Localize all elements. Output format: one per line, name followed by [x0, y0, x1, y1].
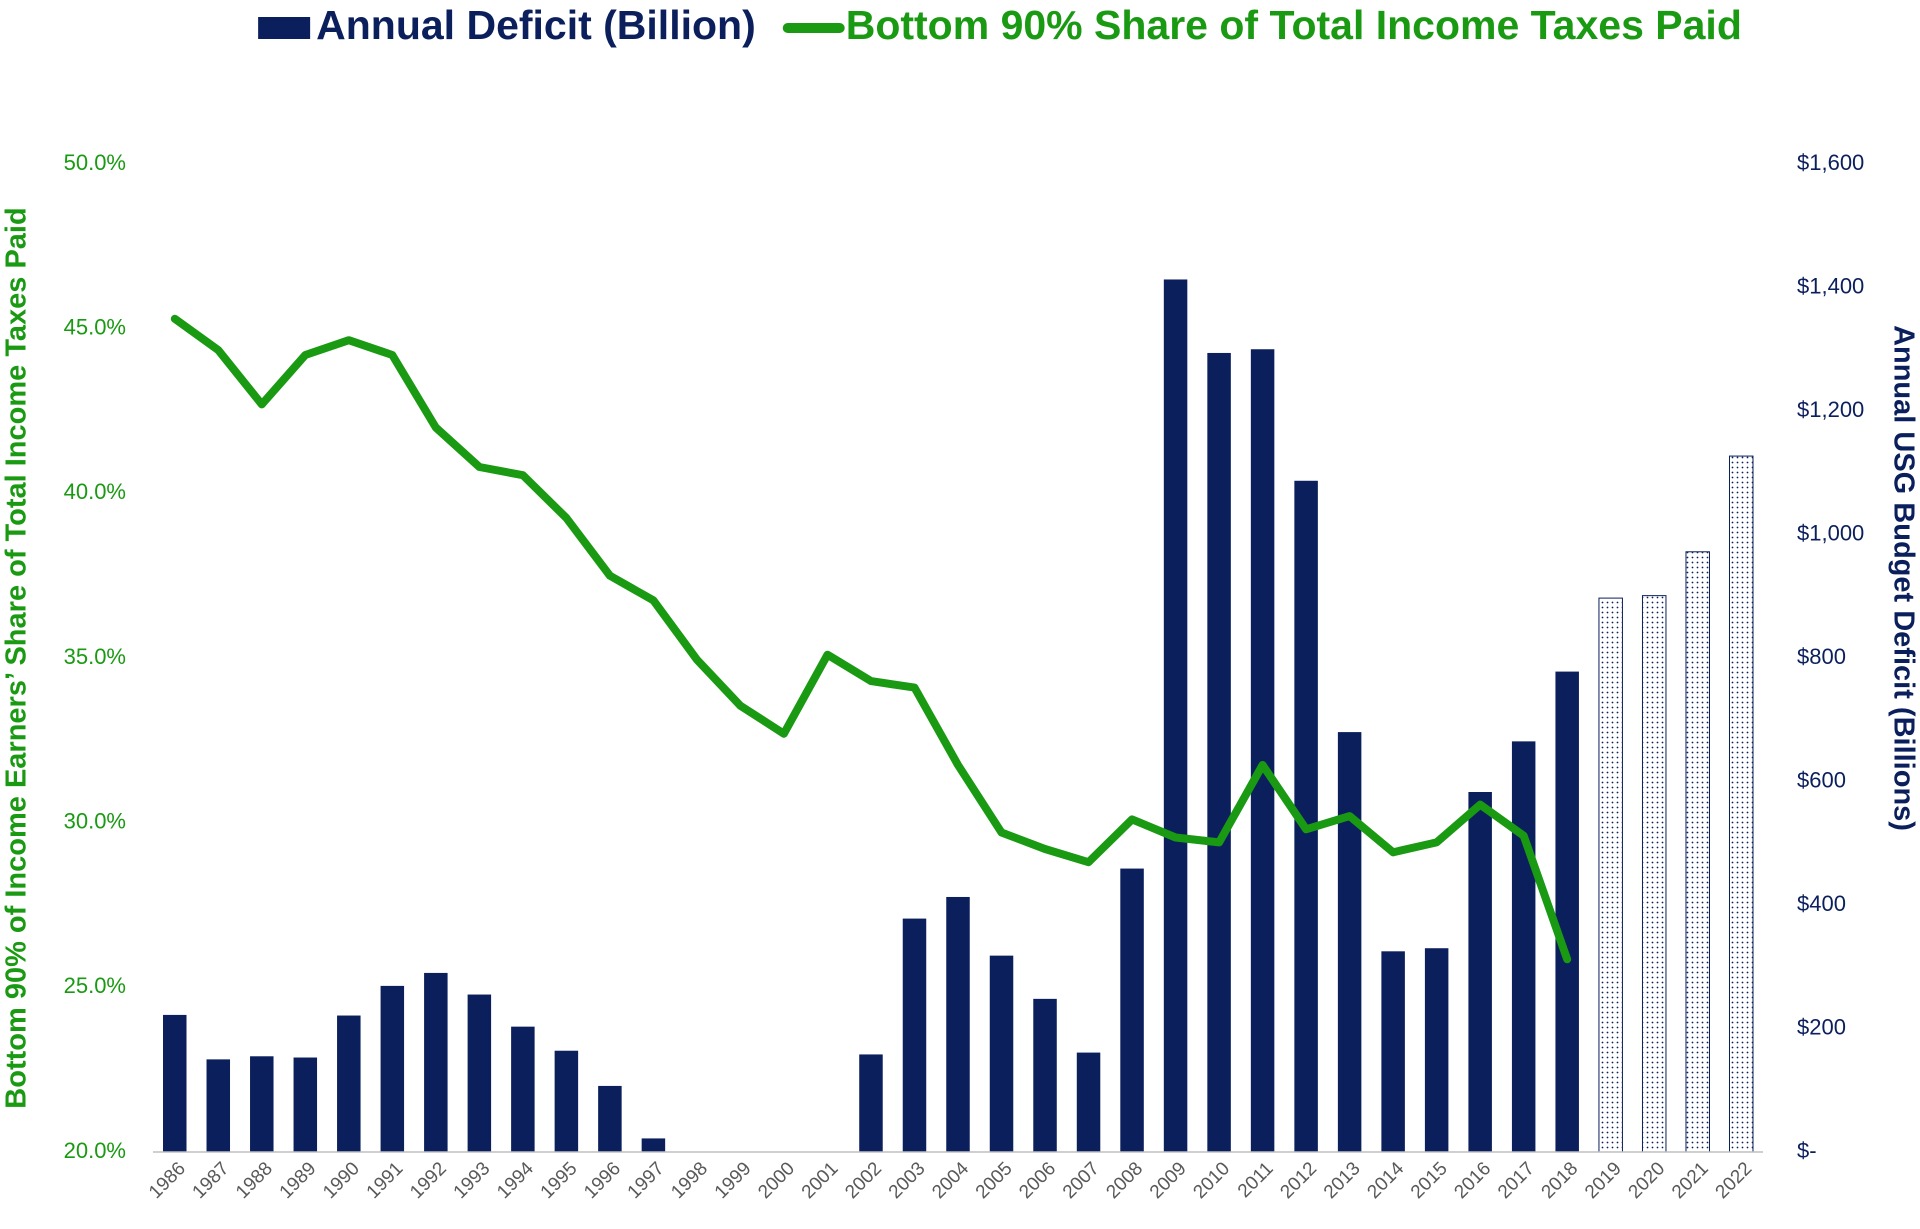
x-tick-label: 2019: [1581, 1158, 1626, 1203]
bar: [598, 1085, 622, 1152]
bar: [1728, 455, 1754, 1153]
y2-tick-label: $1,200: [1797, 397, 1864, 422]
x-tick-label: 1998: [667, 1158, 712, 1203]
legend-label: Bottom 90% Share of Total Income Taxes P…: [846, 2, 1742, 48]
bar: [293, 1057, 318, 1152]
bar: [1468, 791, 1492, 1152]
line: [170, 314, 1572, 964]
x-tick-label: 2018: [1538, 1158, 1583, 1203]
x-tick-label: 2016: [1450, 1158, 1495, 1203]
x-tick-label: 2020: [1625, 1158, 1670, 1203]
y2-tick-label: $800: [1797, 644, 1846, 669]
y2-tick-label: $600: [1797, 767, 1846, 792]
x-tick-label: 1990: [319, 1158, 364, 1203]
x-tick-label: 2010: [1189, 1158, 1234, 1203]
bar: [554, 1050, 579, 1152]
y-tick-label: 25.0%: [64, 973, 126, 998]
bar: [902, 918, 927, 1152]
bar: [1033, 998, 1057, 1152]
y2-tick-label: $1,000: [1797, 520, 1864, 545]
bar: [1163, 279, 1188, 1152]
bar: [989, 955, 1014, 1152]
x-tick-label: 2009: [1146, 1158, 1191, 1203]
bar: [859, 1054, 883, 1152]
x-tick-label: 1999: [711, 1158, 756, 1203]
x-tick-label: 2005: [972, 1158, 1017, 1203]
bar: [1511, 741, 1536, 1152]
bar: [511, 1026, 535, 1152]
x-tick-label: 2006: [1015, 1158, 1060, 1203]
bar: [1641, 595, 1667, 1153]
bar: [250, 1056, 274, 1152]
bar: [1120, 868, 1144, 1152]
bar: [163, 1014, 187, 1152]
bar: [1685, 551, 1710, 1153]
x-tick-label: 1987: [189, 1158, 234, 1203]
bar: [424, 972, 448, 1152]
x-tick-label: 2017: [1494, 1158, 1539, 1203]
bar: [1250, 349, 1275, 1152]
legend: Annual Deficit (Billion) Bottom 90% Share…: [258, 2, 1742, 48]
y2-tick-label: $200: [1797, 1014, 1846, 1039]
y2-tick-label: $1,400: [1797, 273, 1864, 298]
bar: [337, 1015, 361, 1152]
bar: [1424, 948, 1449, 1152]
x-tick-label: 1997: [624, 1158, 669, 1203]
y2-tick-label: $1,600: [1797, 150, 1864, 175]
bar: [206, 1059, 231, 1152]
legend-swatch: [258, 17, 311, 39]
bar: [1294, 480, 1318, 1153]
bar: [1598, 597, 1623, 1153]
bar: [380, 985, 405, 1152]
bar: [946, 896, 970, 1152]
x-tick-label: 1988: [232, 1158, 277, 1203]
bar: [1381, 951, 1405, 1152]
x-tick-label: 1986: [145, 1158, 190, 1203]
x-tick-label: 2000: [754, 1158, 799, 1203]
bar: [1076, 1052, 1101, 1152]
x-tick-label: 2011: [1234, 1158, 1278, 1202]
x-tick-label: 2015: [1407, 1158, 1452, 1203]
y-tick-label: 30.0%: [64, 808, 126, 833]
x-tick-label: 2001: [798, 1158, 843, 1203]
x-tick-label: 2014: [1363, 1158, 1408, 1203]
x-tick-label: 1993: [450, 1158, 495, 1203]
bar: [1555, 671, 1579, 1152]
x-tick-label: 2012: [1276, 1158, 1321, 1203]
y-tick-label: 35.0%: [64, 644, 126, 669]
x-tick-label: 2007: [1059, 1158, 1104, 1203]
x-tick-label: 1995: [537, 1158, 582, 1203]
legend-label: Annual Deficit (Billion): [316, 2, 756, 48]
bar: [641, 1138, 666, 1152]
x-tick-label: 1989: [276, 1158, 321, 1203]
y2-tick-label: $400: [1797, 891, 1846, 916]
x-tick-label: 2002: [841, 1158, 886, 1203]
x-tick-label: 2021: [1668, 1158, 1713, 1203]
y2-tick-label: $-: [1797, 1138, 1817, 1163]
bar: [467, 994, 492, 1152]
x-tick-label: 1991: [363, 1158, 408, 1203]
y-tick-label: 40.0%: [64, 479, 126, 504]
bar: [1207, 352, 1231, 1153]
x-tick-label: 2022: [1712, 1158, 1757, 1203]
y-tick-label: 50.0%: [64, 150, 126, 175]
x-tick-label: 2003: [885, 1158, 930, 1203]
bar: [1337, 732, 1362, 1152]
x-tick-label: 1996: [580, 1158, 625, 1203]
x-tick-label: 2008: [1102, 1158, 1147, 1203]
y-axis-title: Bottom 90% of Income Earners’ Share of T…: [1, 207, 33, 1108]
y-tick-label: 45.0%: [64, 314, 126, 339]
x-tick-label: 2004: [928, 1158, 973, 1203]
y2-axis-title: Annual USG Budget Deficit (Billions): [1887, 325, 1919, 831]
y-tick-label: 20.0%: [64, 1138, 126, 1163]
x-tick-label: 1994: [493, 1158, 538, 1203]
x-tick-label: 2013: [1320, 1158, 1365, 1203]
x-tick-label: 1992: [406, 1158, 451, 1203]
